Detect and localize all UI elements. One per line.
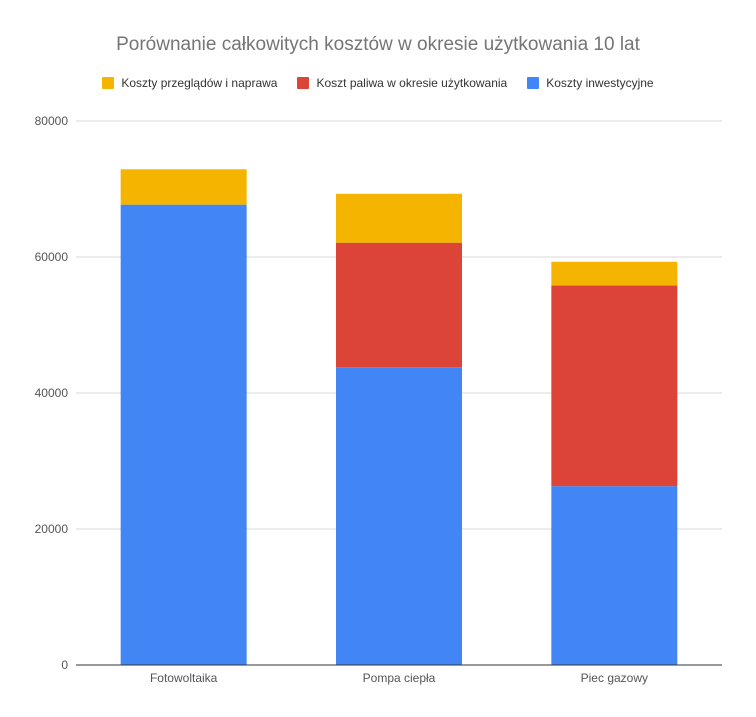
chart-title: Porównanie całkowitych kosztów w okresie… xyxy=(116,34,640,55)
legend-label-inwestycyjne: Koszty inwestycyjne xyxy=(546,76,654,90)
legend-item-inwestycyjne[interactable]: Koszty inwestycyjne xyxy=(527,76,654,90)
y-tick-label: 80000 xyxy=(35,114,69,128)
legend-swatch-przeglady xyxy=(102,77,115,89)
bar-segment-inwestycyjne[interactable] xyxy=(120,204,247,665)
bars xyxy=(120,169,678,665)
legend-label-paliwo: Koszt paliwa w okresie użytkowania xyxy=(316,76,508,90)
y-tick-label: 40000 xyxy=(35,386,69,400)
bar-segment-inwestycyjne[interactable] xyxy=(551,486,678,665)
bar-segment-przeglady[interactable] xyxy=(551,261,678,286)
x-tick-label: Piec gazowy xyxy=(581,671,648,685)
legend-item-przeglady[interactable]: Koszty przeglądów i naprawa xyxy=(102,76,277,90)
y-tick-label: 0 xyxy=(61,658,68,672)
bar-segment-przeglady[interactable] xyxy=(336,193,462,243)
legend-swatch-inwestycyjne xyxy=(527,77,540,89)
bar-segment-inwestycyjne[interactable] xyxy=(336,367,462,665)
bar-segment-przeglady[interactable] xyxy=(120,169,247,205)
x-tick-label: Pompa ciepła xyxy=(363,671,436,685)
x-axis-labels: Fotowoltaika Pompa ciepła Piec gazowy xyxy=(150,671,648,685)
y-axis-labels: 0 20000 40000 60000 80000 xyxy=(35,114,69,672)
y-tick-label: 20000 xyxy=(35,522,69,536)
legend-label-przeglady: Koszty przeglądów i naprawa xyxy=(121,76,278,90)
legend-item-paliwo[interactable]: Koszt paliwa w okresie użytkowania xyxy=(297,76,507,90)
y-tick-label: 60000 xyxy=(35,250,69,264)
legend-swatch-paliwo xyxy=(297,77,310,89)
x-tick-label: Fotowoltaika xyxy=(150,671,218,685)
bar-segment-paliwo[interactable] xyxy=(336,242,462,368)
legend: Koszty przeglądów i naprawa Koszt paliwa… xyxy=(0,76,756,90)
bar-segment-paliwo[interactable] xyxy=(551,285,678,487)
